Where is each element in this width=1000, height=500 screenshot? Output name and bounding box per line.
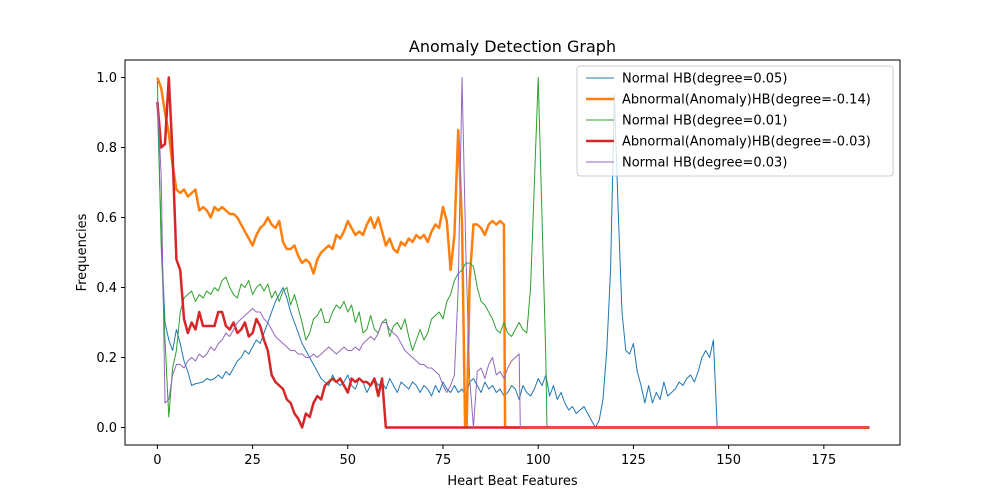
x-axis: 0 25 50 75 100 125 150 175 bbox=[153, 445, 836, 468]
y-axis-title: Frequencies bbox=[75, 213, 90, 291]
legend-box bbox=[576, 65, 894, 177]
x-tick-label: 175 bbox=[811, 453, 836, 468]
x-tick-label: 125 bbox=[621, 453, 646, 468]
y-tick-label: 0.6 bbox=[96, 211, 117, 226]
series-line-1 bbox=[156, 94, 870, 428]
x-tick-label: 75 bbox=[435, 453, 452, 468]
legend-label-5: Normal HB(degree=0.03) bbox=[622, 156, 787, 171]
x-tick-label: 100 bbox=[526, 453, 551, 468]
legend-label-1: Normal HB(degree=0.05) bbox=[622, 72, 787, 87]
y-tick-label: 0.0 bbox=[96, 421, 117, 436]
x-axis-title: Heart Beat Features bbox=[447, 474, 578, 489]
x-tick-label: 50 bbox=[340, 453, 357, 468]
plot-frame bbox=[124, 59, 901, 446]
series-line-4 bbox=[156, 76, 870, 429]
y-axis: 0.0 0.2 0.4 0.6 0.8 1.0 bbox=[96, 71, 125, 436]
series-line-5 bbox=[156, 77, 870, 428]
x-tick-label: 150 bbox=[716, 453, 741, 468]
series-line-3 bbox=[156, 77, 870, 428]
plot-lines bbox=[156, 76, 870, 429]
y-tick-label: 0.4 bbox=[96, 281, 117, 296]
y-tick-label: 0.8 bbox=[96, 141, 117, 156]
x-tick-label: 0 bbox=[153, 453, 161, 468]
chart-title: Anomaly Detection Graph bbox=[409, 37, 616, 56]
legend: Normal HB(degree=0.05) Abnormal(Anomaly)H… bbox=[576, 65, 894, 177]
legend-label-2: Abnormal(Anomaly)HB(degree=-0.14) bbox=[622, 93, 871, 108]
legend-label-3: Normal HB(degree=0.01) bbox=[622, 114, 787, 129]
y-tick-label: 1.0 bbox=[96, 71, 117, 86]
x-tick-label: 25 bbox=[244, 453, 261, 468]
series-line-2 bbox=[156, 77, 870, 429]
y-tick-label: 0.2 bbox=[96, 351, 117, 366]
legend-label-4: Abnormal(Anomaly)HB(degree=-0.03) bbox=[622, 135, 871, 150]
